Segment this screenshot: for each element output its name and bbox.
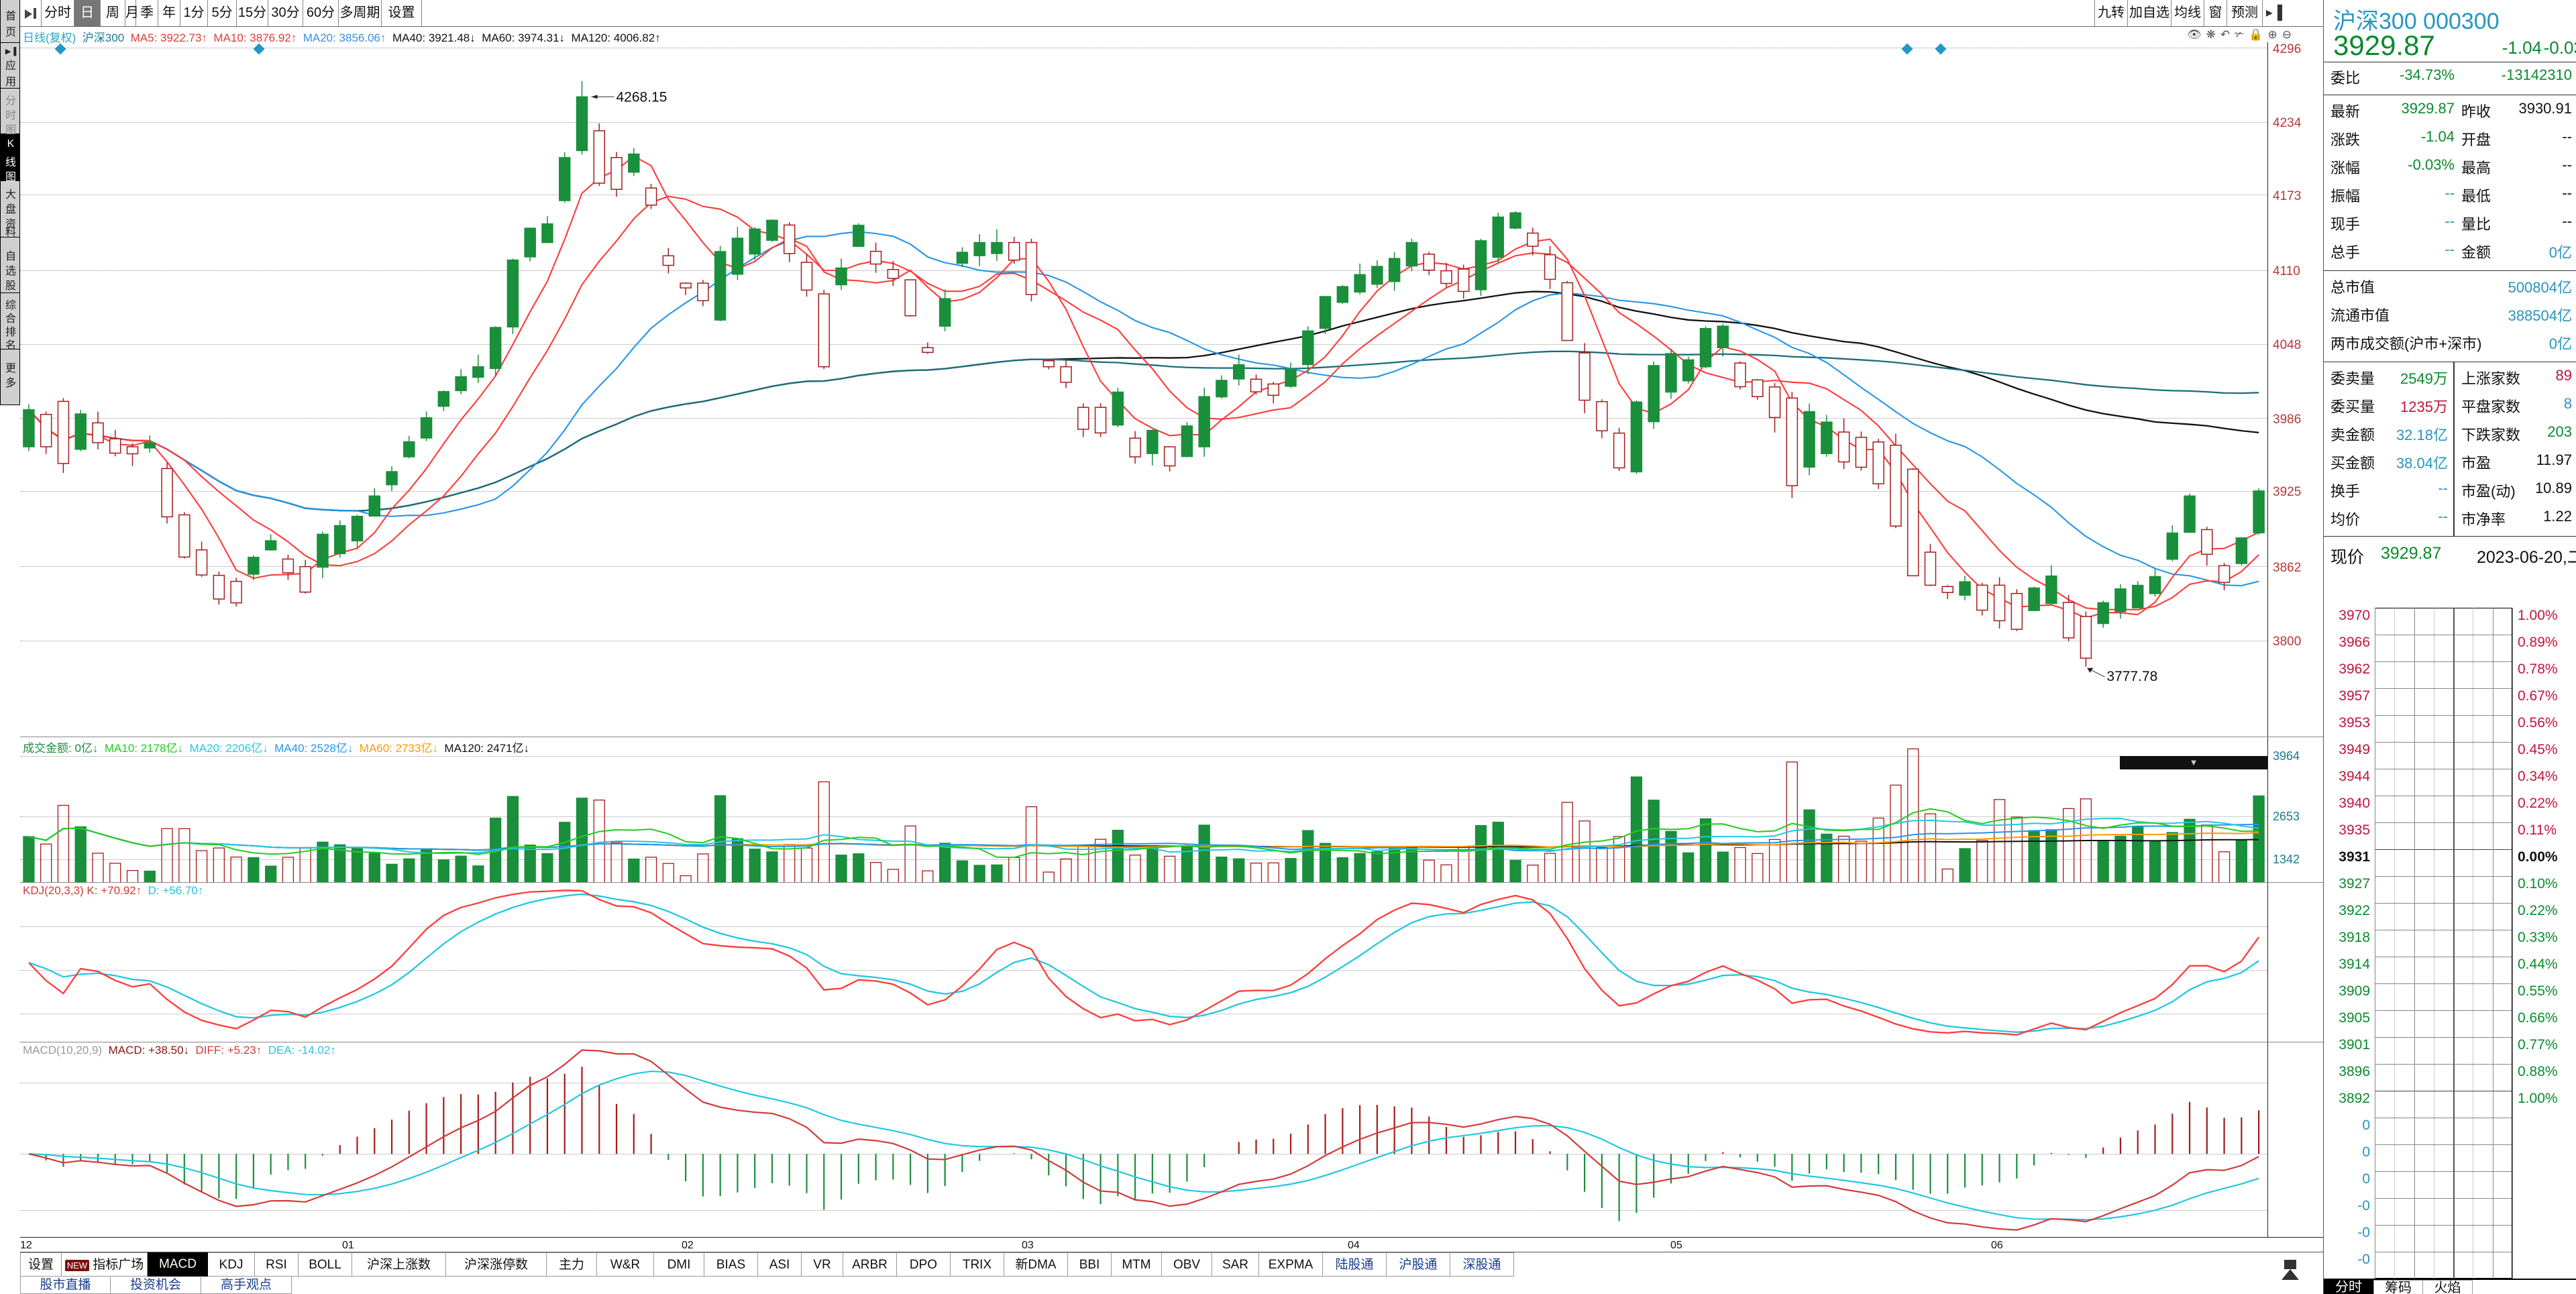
svg-text:4268.15: 4268.15 [616,89,667,105]
svg-text:3777.78: 3777.78 [2106,669,2157,684]
